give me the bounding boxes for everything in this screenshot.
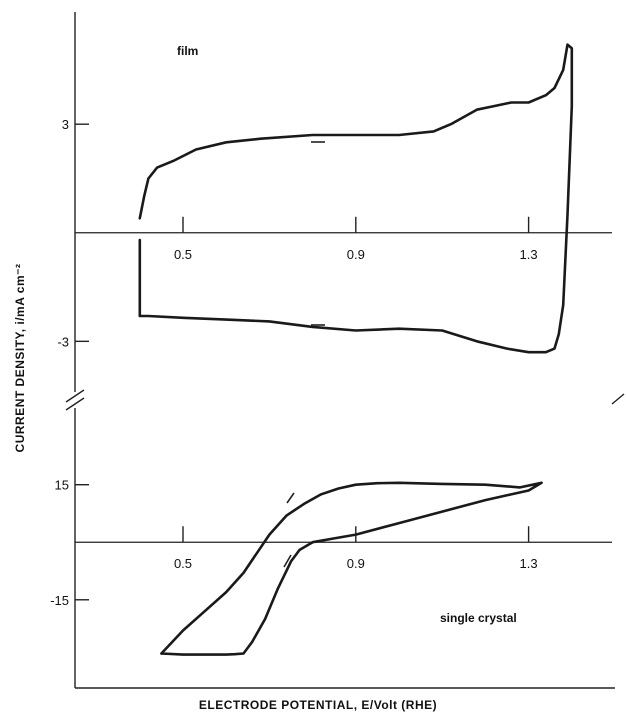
y-axis-title: CURRENT DENSITY, i/mA cm⁻² xyxy=(13,264,27,453)
crystal-cathodic-mark xyxy=(283,554,292,568)
crystal-x-tick-label-0: 0.5 xyxy=(174,556,192,571)
film-panel: 0.5 0.9 1.3 3 -3 xyxy=(57,43,612,354)
film-label: film xyxy=(177,44,198,58)
single-crystal-label: single crystal xyxy=(440,611,517,625)
film-x-tick-label-0: 0.5 xyxy=(174,247,192,262)
right-break-mark xyxy=(611,393,625,405)
crystal-anodic-mark xyxy=(286,492,295,504)
film-x-tick-label-1: 0.9 xyxy=(347,247,365,262)
crystal-y-tick-label-1: -15 xyxy=(50,593,69,608)
x-axis-title: ELECTRODE POTENTIAL, E/Volt (RHE) xyxy=(199,698,437,712)
film-curve-0 xyxy=(138,43,574,354)
crystal-y-tick-label-0: 15 xyxy=(55,478,69,493)
axis-break-mark-2 xyxy=(65,397,85,411)
crystal-x-tick-label-1: 0.9 xyxy=(347,556,365,571)
crystal-panel: 0.5 0.9 1.3 15 -15 xyxy=(50,478,612,656)
crystal-x-tick-label-2: 1.3 xyxy=(520,556,538,571)
film-y-tick-label-1: -3 xyxy=(57,334,69,349)
crystal-curve-0 xyxy=(160,481,543,656)
axis-break-mark-1 xyxy=(65,389,85,403)
panels: 0.5 0.9 1.3 3 -3 0.5 0.9 1.3 15 -15 xyxy=(50,43,612,656)
film-y-tick-label-0: 3 xyxy=(62,117,69,132)
film-x-tick-label-2: 1.3 xyxy=(520,247,538,262)
